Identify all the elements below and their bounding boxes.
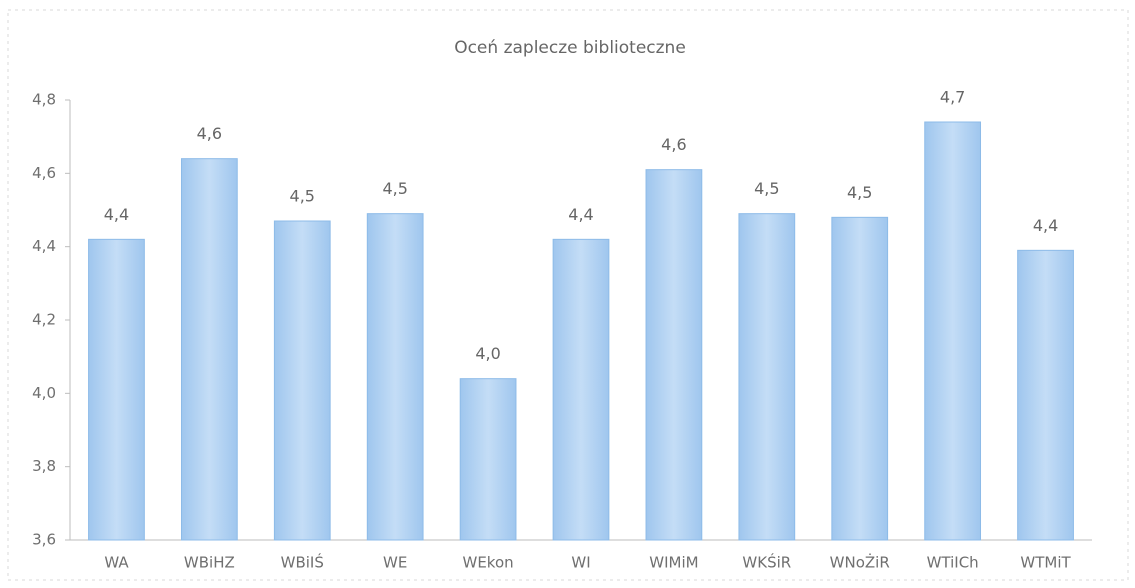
bar <box>273 220 331 541</box>
value-label: 4,5 <box>847 183 872 202</box>
value-label: 4,5 <box>382 179 407 198</box>
bar <box>459 378 517 541</box>
x-tick-label: WI <box>571 554 590 572</box>
y-tick-label: 3,6 <box>32 531 56 549</box>
bar <box>738 213 796 541</box>
value-label: 4,5 <box>754 179 779 198</box>
bar <box>366 213 424 541</box>
y-tick-label: 4,4 <box>32 237 56 255</box>
bar <box>88 238 145 541</box>
x-tick-label: WEkon <box>463 554 514 572</box>
y-tick-label: 4,0 <box>32 384 56 402</box>
x-tick-label: WE <box>383 554 407 572</box>
bar <box>1017 249 1074 541</box>
y-tick-label: 4,2 <box>32 311 56 329</box>
x-tick-label: WTiICh <box>927 554 979 572</box>
bar <box>552 238 610 541</box>
value-label: 4,6 <box>197 124 222 143</box>
x-tick-label: WKŚiR <box>742 553 791 572</box>
bar <box>645 169 703 541</box>
value-label: 4,6 <box>661 135 686 154</box>
x-tick-label: WNoŻiR <box>830 553 890 572</box>
chart-title: Oceń zaplecze biblioteczne <box>454 38 686 58</box>
value-label: 4,4 <box>568 205 593 224</box>
value-label: 4,4 <box>1033 216 1058 235</box>
y-tick-label: 3,8 <box>32 457 56 475</box>
value-label: 4,0 <box>475 344 500 363</box>
x-tick-label: WTMiT <box>1020 554 1071 572</box>
y-tick-label: 4,8 <box>32 91 56 109</box>
bar <box>180 158 238 541</box>
value-label: 4,4 <box>104 205 129 224</box>
bar <box>924 121 982 541</box>
x-tick-label: WA <box>104 554 129 572</box>
chart-frame <box>7 9 1129 581</box>
y-tick-label: 4,6 <box>32 164 56 182</box>
value-label: 4,7 <box>940 88 965 107</box>
x-tick-label: WBiHZ <box>184 554 235 572</box>
x-tick-label: WBiIŚ <box>281 553 324 572</box>
bar <box>831 216 889 541</box>
value-label: 4,5 <box>290 187 315 206</box>
x-tick-label: WIMiM <box>649 554 698 572</box>
